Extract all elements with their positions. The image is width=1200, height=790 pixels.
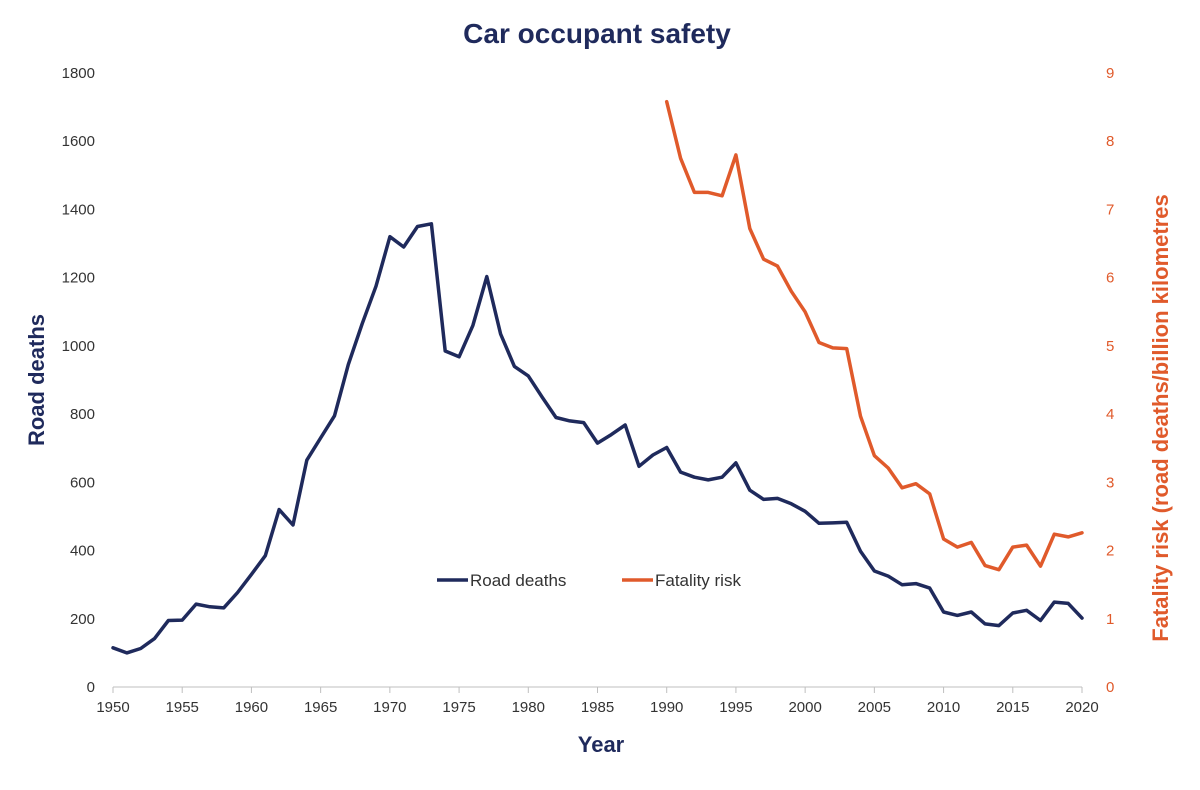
x-tick-label: 1955 xyxy=(166,699,199,716)
y-tick-label-left: 800 xyxy=(70,406,95,423)
y-tick-label-right: 9 xyxy=(1106,65,1114,82)
legend: Road deaths Fatality risk xyxy=(437,571,741,590)
y-axis-title-right: Fatality risk (road deaths/billion kilom… xyxy=(1148,194,1173,641)
x-tick-label: 1950 xyxy=(96,699,129,716)
y-tick-label-left: 1200 xyxy=(62,270,95,287)
x-tick-label: 1995 xyxy=(719,699,752,716)
y-tick-label-right: 8 xyxy=(1106,133,1114,150)
x-tick-label: 1960 xyxy=(235,699,268,716)
x-tick-label: 1980 xyxy=(512,699,545,716)
y-tick-label-right: 1 xyxy=(1106,611,1114,628)
x-tick-label: 1965 xyxy=(304,699,337,716)
y-tick-label-left: 1600 xyxy=(62,133,95,150)
y-tick-label-left: 600 xyxy=(70,474,95,491)
y-axis-title-left: Road deaths xyxy=(24,314,49,446)
legend-label-fatality-risk: Fatality risk xyxy=(655,571,741,590)
y-tick-label-left: 1000 xyxy=(62,338,95,355)
y-tick-label-right: 6 xyxy=(1106,270,1114,287)
x-tick-label: 1970 xyxy=(373,699,406,716)
x-axis-title: Year xyxy=(578,732,625,757)
y-tick-label-right: 2 xyxy=(1106,543,1114,560)
x-tick-label: 2000 xyxy=(788,699,821,716)
series-line-fatality-risk xyxy=(664,99,1084,572)
axes: 1950 1955 1960 1965 1970 1975 1980 1985 1990 1995… xyxy=(62,65,1115,716)
y-tick-label-left: 200 xyxy=(70,611,95,628)
x-tick-label: 1990 xyxy=(650,699,683,716)
x-tick-label: 2005 xyxy=(858,699,891,716)
x-tick-label: 1975 xyxy=(442,699,475,716)
x-tick-label: 2020 xyxy=(1065,699,1098,716)
series-layer xyxy=(111,99,1084,655)
y-tick-label-right: 5 xyxy=(1106,338,1114,355)
legend-label-road-deaths: Road deaths xyxy=(470,571,566,590)
x-tick-label: 1985 xyxy=(581,699,614,716)
y-tick-label-left: 1800 xyxy=(62,65,95,82)
y-tick-label-left: 400 xyxy=(70,543,95,560)
x-tick-label: 2015 xyxy=(996,699,1029,716)
series-line-road-deaths xyxy=(111,222,1084,655)
y-tick-label-right: 7 xyxy=(1106,201,1114,218)
y-tick-label-left: 0 xyxy=(87,679,95,696)
chart-title: Car occupant safety xyxy=(463,18,731,49)
y-tick-label-right: 4 xyxy=(1106,406,1114,423)
y-tick-label-right: 3 xyxy=(1106,474,1114,491)
y-tick-label-left: 1400 xyxy=(62,201,95,218)
y-tick-label-right: 0 xyxy=(1106,679,1114,696)
x-tick-label: 2010 xyxy=(927,699,960,716)
